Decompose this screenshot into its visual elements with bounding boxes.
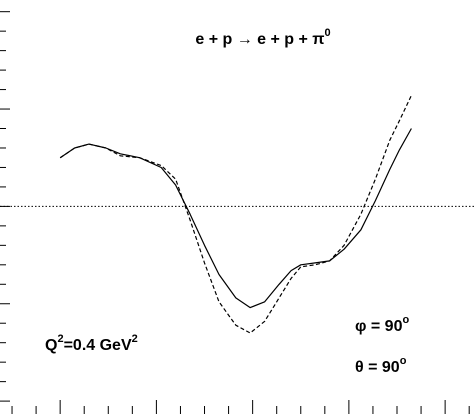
text-segment: φ = 90 <box>355 318 403 335</box>
annotation: φ = 90o <box>355 314 409 335</box>
text-segment: =0.4 GeV <box>64 337 132 354</box>
text-segment: Q <box>45 337 57 354</box>
chart-title: e + p → e + p + π0 <box>195 27 330 48</box>
superscript: 0 <box>325 27 331 39</box>
text-segment: e + p → e + p + π <box>195 31 324 48</box>
superscript: 2 <box>132 333 138 345</box>
annotation: Q2=0.4 GeV2 <box>45 333 138 354</box>
annotation: θ = 90o <box>355 355 407 376</box>
superscript: 2 <box>57 333 63 345</box>
text-segment: θ = 90 <box>355 359 400 376</box>
superscript: o <box>400 355 407 367</box>
solid-curve <box>59 128 412 309</box>
dashed-curve <box>59 95 412 334</box>
superscript: o <box>402 314 409 326</box>
